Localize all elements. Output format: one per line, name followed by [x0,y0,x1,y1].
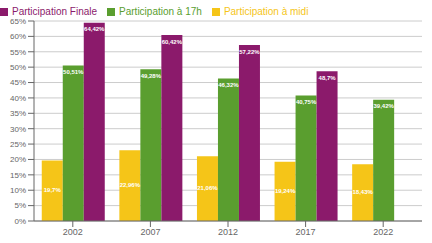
svg-text:2012: 2012 [218,227,238,237]
svg-text:50%: 50% [10,63,26,72]
svg-text:65%: 65% [10,17,26,26]
svg-text:49,28%: 49,28% [141,73,162,79]
svg-text:35%: 35% [10,109,26,118]
html-text:Participation à 17h: Participation à 17h [119,6,202,17]
svg-text:15%: 15% [10,171,26,180]
svg-text:2002: 2002 [63,227,83,237]
svg-text:5%: 5% [14,201,26,210]
svg-text:39,42%: 39,42% [373,103,394,109]
svg-text:2022: 2022 [373,227,393,237]
html-text:Participation à midi: Participation à midi [223,6,309,17]
svg-text:22,96%: 22,96% [120,182,141,188]
svg-text:0%: 0% [14,217,26,226]
svg-text:40,75%: 40,75% [296,99,317,105]
svg-text:40%: 40% [10,94,26,103]
svg-text:45%: 45% [10,78,26,87]
svg-text:46,32%: 46,32% [218,82,239,88]
svg-text:30%: 30% [10,125,26,134]
svg-text:64,42%: 64,42% [84,26,105,32]
svg-text:2007: 2007 [140,227,160,237]
svg-text:19,7%: 19,7% [44,187,62,193]
svg-text:50,51%: 50,51% [63,69,84,75]
svg-text:20%: 20% [10,155,26,164]
svg-text:60,42%: 60,42% [162,39,183,45]
svg-text:48,7%: 48,7% [319,75,337,81]
html-text:Participation Finale: Participation Finale [12,6,97,17]
svg-text:2017: 2017 [296,227,316,237]
svg-text:21,06%: 21,06% [197,185,218,191]
svg-text:57,22%: 57,22% [239,49,260,55]
svg-text:60%: 60% [10,32,26,41]
svg-text:10%: 10% [10,186,26,195]
svg-text:19,24%: 19,24% [275,188,296,194]
svg-text:25%: 25% [10,140,26,149]
svg-text:55%: 55% [10,48,26,57]
svg-text:18,43%: 18,43% [352,189,373,195]
